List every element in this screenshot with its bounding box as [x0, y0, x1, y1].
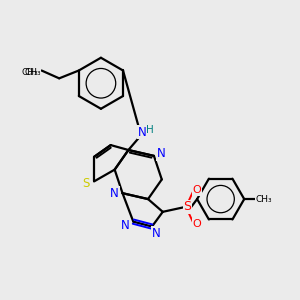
Text: O: O — [193, 219, 202, 229]
Text: O: O — [193, 185, 202, 195]
Text: CH₃: CH₃ — [256, 195, 272, 204]
Text: H: H — [146, 125, 154, 135]
Text: S: S — [82, 177, 90, 190]
Text: N: N — [138, 126, 146, 139]
Text: N: N — [121, 219, 130, 232]
Text: CH₃: CH₃ — [21, 68, 38, 77]
Text: CH₃: CH₃ — [24, 68, 41, 77]
Text: N: N — [152, 227, 160, 240]
Text: N: N — [110, 187, 119, 200]
Text: S: S — [183, 200, 191, 213]
Text: N: N — [156, 147, 165, 161]
